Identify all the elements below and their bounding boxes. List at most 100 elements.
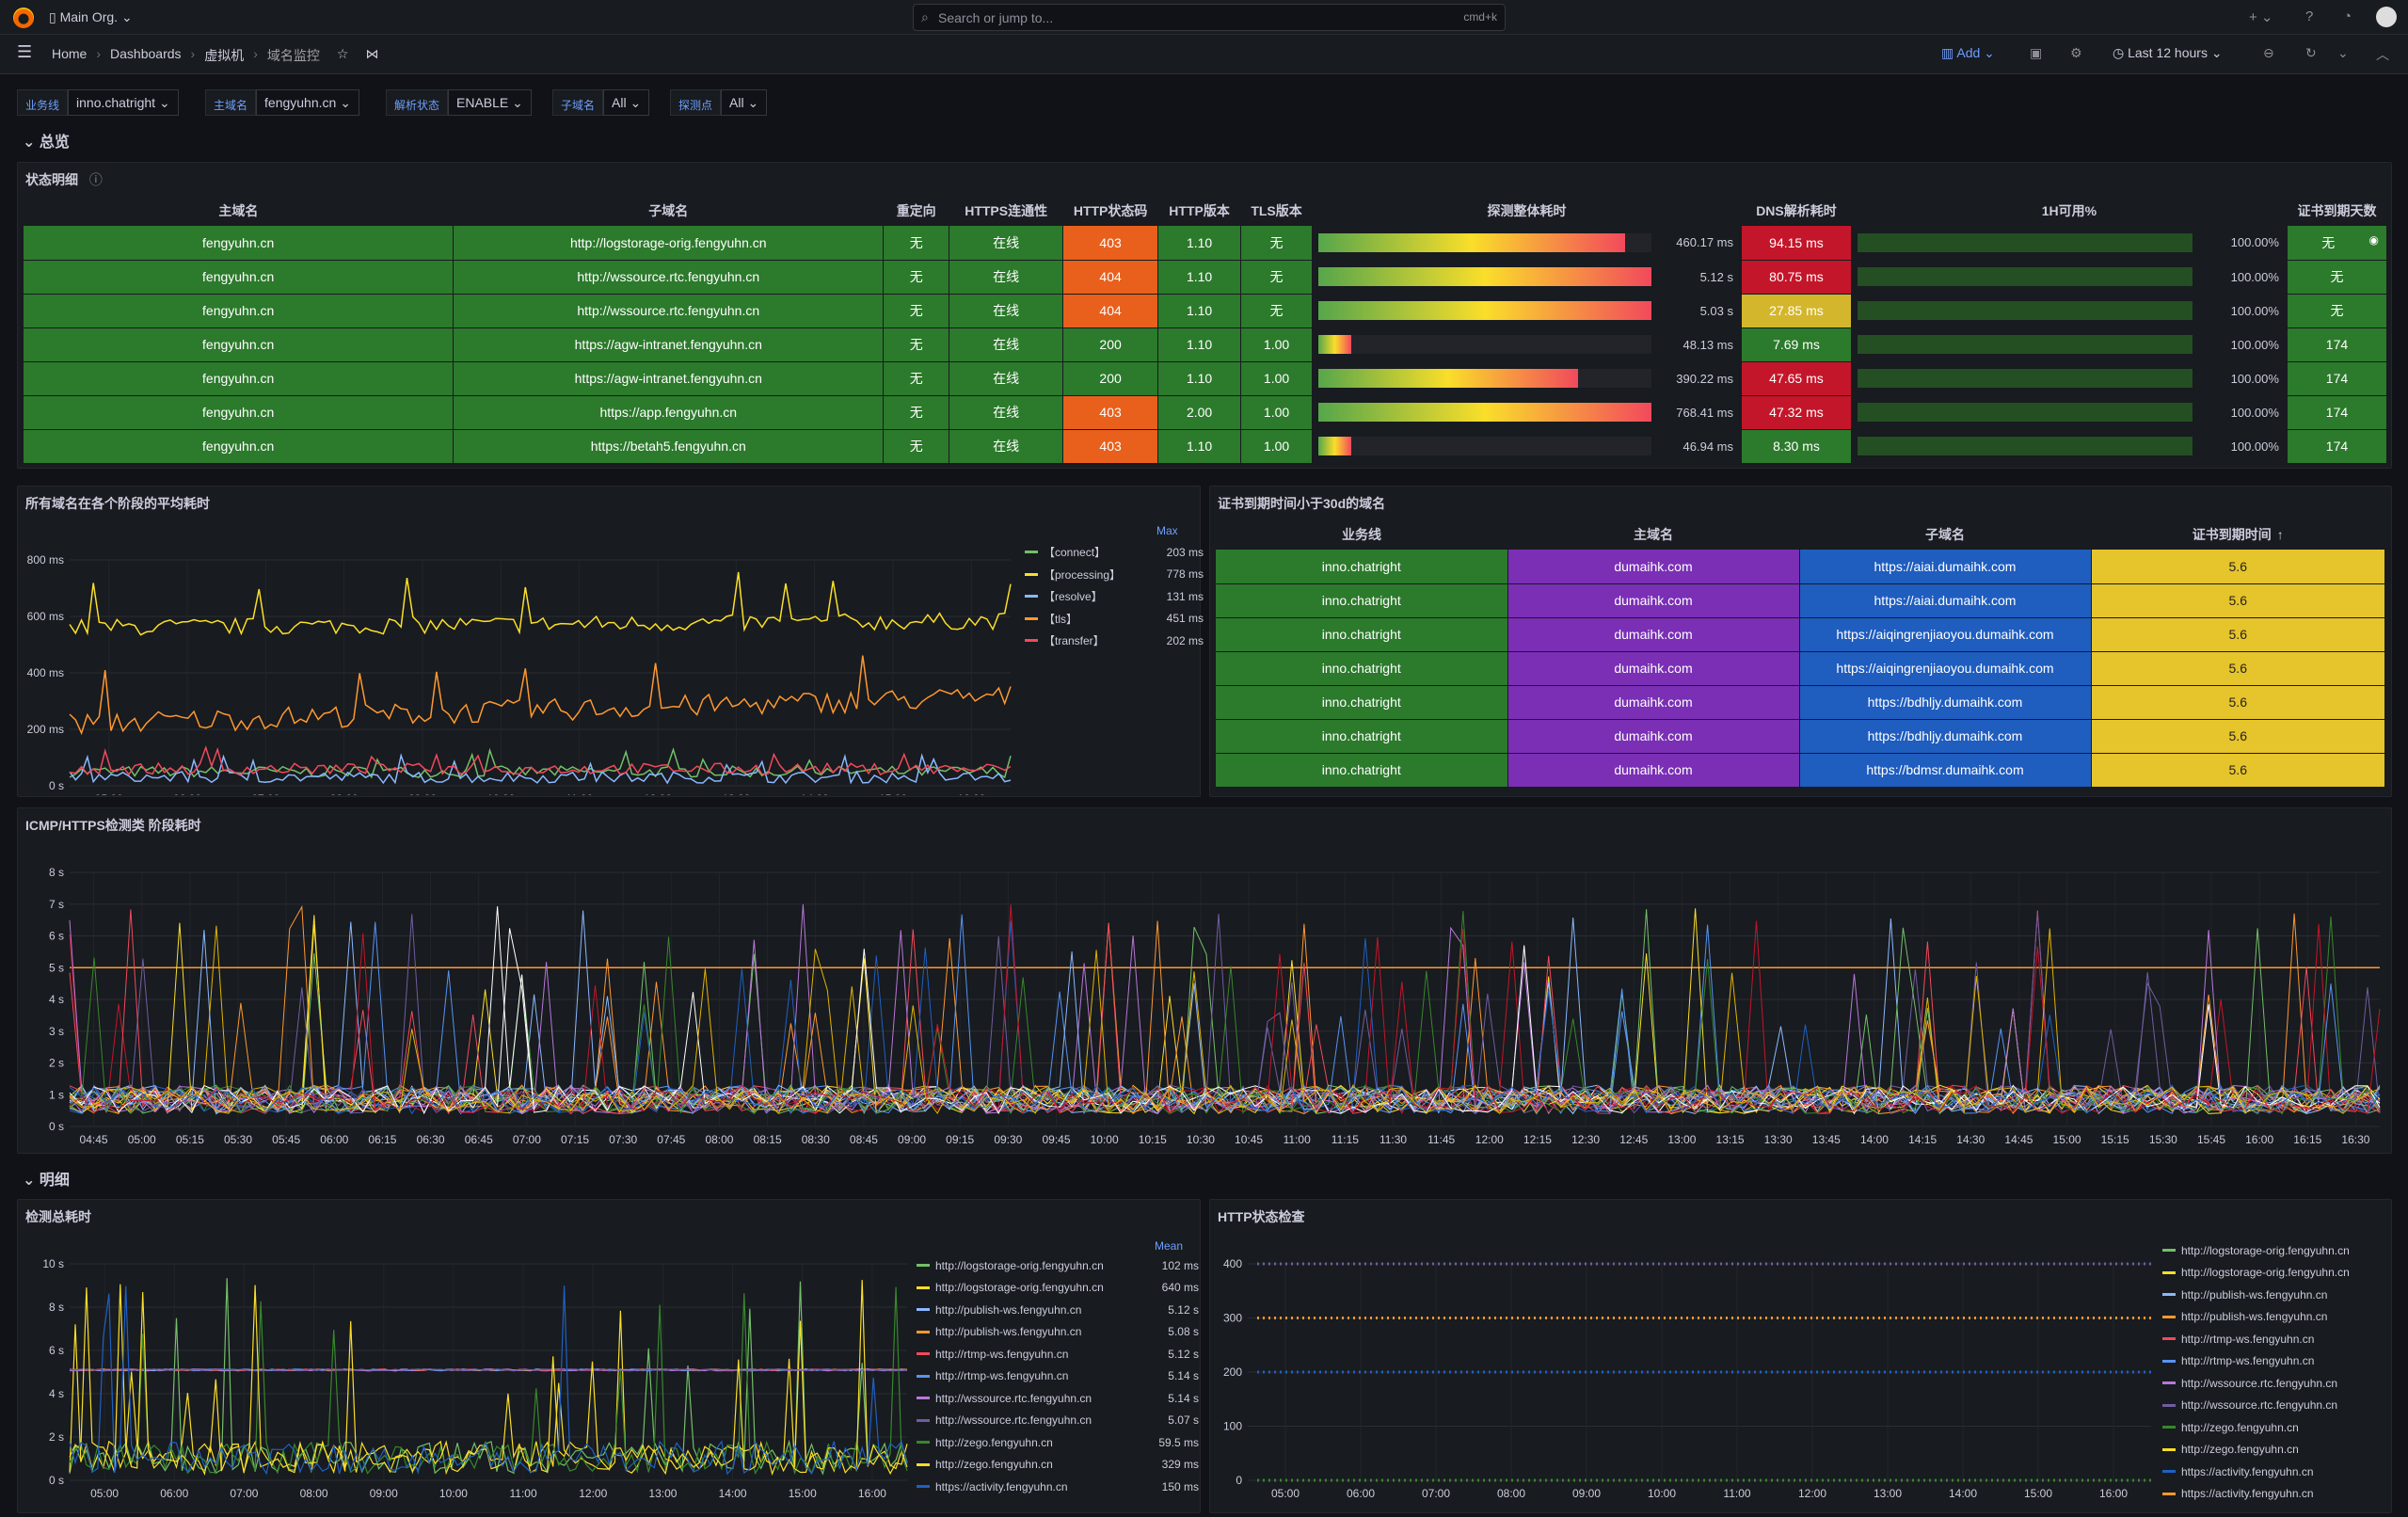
legend-item[interactable]: http://zego.fengyuhn.cn xyxy=(2162,1439,2388,1461)
var-business[interactable]: 业务线 inno.chatright ⌄ xyxy=(17,89,179,118)
add-button[interactable]: ▥ Add ⌄ xyxy=(1941,45,1995,60)
legend-item[interactable]: https://activity.fengyuhn.cn xyxy=(2162,1461,2388,1483)
column-header[interactable]: HTTP状态码 xyxy=(1073,203,1148,218)
crumb-dashboards[interactable]: Dashboards xyxy=(110,46,182,61)
http-status-chart[interactable]: 400 300 200 100 0 05:00 06:00 07:00 08:00 09:00 10… xyxy=(1210,1226,2156,1512)
x-tick-label: 13:15 xyxy=(1716,1133,1745,1146)
legend-item[interactable]: http://logstorage-orig.fengyuhn.cn 102 ms xyxy=(917,1254,1199,1277)
column-header[interactable]: 1H可用% xyxy=(2041,203,2097,218)
crumb-folder[interactable]: 虚拟机 xyxy=(204,48,245,63)
column-header[interactable]: TLS版本 xyxy=(1251,203,1302,218)
legend-item[interactable]: 【tls】 451 ms xyxy=(1025,608,1204,631)
legend-item[interactable]: http://logstorage-orig.fengyuhn.cn xyxy=(2162,1262,2388,1285)
refresh-interval-chevron-icon[interactable]: ⌄ xyxy=(2337,45,2349,60)
var-select[interactable]: All ⌄ xyxy=(721,89,768,116)
share-icon[interactable]: ⋈ xyxy=(365,46,379,61)
legend-item[interactable]: 【transfer】 202 ms xyxy=(1025,630,1204,652)
column-header[interactable]: 重定向 xyxy=(896,203,936,218)
settings-icon[interactable]: ⚙ xyxy=(2070,45,2082,60)
star-icon[interactable]: ☆ xyxy=(336,46,349,61)
legend-item[interactable]: http://wssource.rtc.fengyuhn.cn 5.07 s xyxy=(917,1410,1199,1432)
legend-item[interactable]: http://wssource.rtc.fengyuhn.cn xyxy=(2162,1395,2388,1417)
main-domain-cell: fengyuhn.cn xyxy=(24,429,454,464)
search-box[interactable]: ⌕ Search or jump to... cmd+k xyxy=(913,4,1506,31)
legend-label: http://rtmp-ws.fengyuhn.cn xyxy=(2181,1332,2315,1346)
legend-item[interactable]: http://rtmp-ws.fengyuhn.cn xyxy=(2162,1328,2388,1350)
x-tick-label: 12:30 xyxy=(1571,1133,1600,1146)
column-header[interactable]: 业务线 xyxy=(1342,527,1381,542)
avg-series-line xyxy=(69,753,1012,785)
legend-item[interactable]: http://wssource.rtc.fengyuhn.cn xyxy=(2162,1372,2388,1395)
x-tick-label: 07:00 xyxy=(1422,1487,1450,1500)
x-tick-label: 15:00 xyxy=(789,1487,817,1500)
legend-item[interactable]: http://publish-ws.fengyuhn.cn xyxy=(2162,1284,2388,1306)
subdomain-cell: https://bdhljy.dumaihk.com xyxy=(1799,719,2092,754)
org-switcher[interactable]: ▯ Main Org. ⌄ xyxy=(49,9,133,24)
x-tick-label: 05:00 xyxy=(90,1487,119,1500)
avg-stage-chart[interactable]: 800 ms 600 ms 400 ms 200 ms 0 s 05:00 06:00 07:… xyxy=(18,513,1015,795)
x-tick-label: 05:15 xyxy=(176,1133,204,1146)
column-header[interactable]: HTTPS连通性 xyxy=(965,203,1048,218)
save-icon[interactable]: ▣ xyxy=(2030,45,2043,60)
column-header[interactable]: 探测整体耗时 xyxy=(1487,203,1567,218)
y-tick-label: 0 s xyxy=(49,779,64,792)
legend-item[interactable]: http://publish-ws.fengyuhn.cn 5.12 s xyxy=(917,1299,1199,1321)
var-select[interactable]: fengyuhn.cn ⌄ xyxy=(256,89,359,116)
column-header[interactable]: 子域名 xyxy=(1925,527,1965,542)
legend-item[interactable]: http://zego.fengyuhn.cn 59.5 ms xyxy=(917,1431,1199,1454)
legend-item[interactable]: http://zego.fengyuhn.cn xyxy=(2162,1416,2388,1439)
var-main-domain[interactable]: 主域名 fengyuhn.cn ⌄ xyxy=(205,89,359,118)
var-select[interactable]: inno.chatright ⌄ xyxy=(68,89,179,116)
crumb-home[interactable]: Home xyxy=(52,46,88,61)
column-header[interactable]: 子域名 xyxy=(648,203,689,218)
legend-item[interactable]: http://rtmp-ws.fengyuhn.cn 5.12 s xyxy=(917,1343,1199,1365)
x-tick-label: 07:30 xyxy=(609,1133,637,1146)
legend-item[interactable]: http://wssource.rtc.fengyuhn.cn 5.14 s xyxy=(917,1387,1199,1410)
column-header[interactable]: HTTP版本 xyxy=(1169,203,1230,218)
var-select[interactable]: All ⌄ xyxy=(603,89,650,116)
legend-mean-header[interactable]: Mean xyxy=(1155,1239,1184,1253)
icmp-stage-chart[interactable]: 8 s 7 s 6 s 5 s 4 s 3 s 2 s 1 s 0 s 04:45 05:00 05:… xyxy=(18,835,2391,1153)
legend-item[interactable]: https://activity.fengyuhn.cn xyxy=(2162,1483,2388,1506)
column-header[interactable]: 主域名 xyxy=(218,203,259,218)
column-header[interactable]: 证书到期时间 ↑ xyxy=(2192,527,2284,542)
avatar[interactable] xyxy=(2376,7,2397,27)
subdomain-cell: https://betah5.fengyuhn.cn xyxy=(453,429,885,464)
legend-item[interactable]: http://logstorage-orig.fengyuhn.cn 640 ms xyxy=(917,1277,1199,1300)
column-header[interactable]: DNS解析耗时 xyxy=(1756,203,1837,218)
time-picker[interactable]: ◷ Last 12 hours ⌄ xyxy=(2113,45,2223,60)
legend-item[interactable]: http://logstorage-orig.fengyuhn.cn xyxy=(2162,1239,2388,1262)
grafana-logo-icon[interactable] xyxy=(13,8,34,28)
plus-icon[interactable]: + ⌄ xyxy=(2249,9,2273,25)
column-header[interactable]: 证书到期天数 xyxy=(2297,203,2377,218)
legend-item[interactable]: 【connect】 203 ms xyxy=(1025,541,1204,564)
menu-icon[interactable]: ☰ xyxy=(17,42,33,61)
column-header[interactable]: 主域名 xyxy=(1634,527,1673,542)
legend-item[interactable]: 【processing】 778 ms xyxy=(1025,564,1204,586)
eye-icon[interactable]: ◉ xyxy=(2368,232,2379,247)
var-probe[interactable]: 探测点 All ⌄ xyxy=(670,89,768,118)
tls-version-cell: 1.00 xyxy=(1240,361,1314,396)
legend-item[interactable]: http://zego.fengyuhn.cn 329 ms xyxy=(917,1454,1199,1477)
legend-item[interactable]: http://publish-ws.fengyuhn.cn 5.08 s xyxy=(917,1321,1199,1344)
var-subdomain[interactable]: 子域名 All ⌄ xyxy=(552,89,650,118)
legend-item[interactable]: https://activity.fengyuhn.cn 150 ms xyxy=(917,1476,1199,1498)
refresh-icon[interactable]: ↻ xyxy=(2305,45,2317,60)
collapse-icon[interactable]: ︿ xyxy=(2376,47,2389,62)
legend-item[interactable]: http://rtmp-ws.fengyuhn.cn 5.14 s xyxy=(917,1365,1199,1388)
legend-swatch xyxy=(1025,572,1038,576)
legend-item[interactable]: http://publish-ws.fengyuhn.cn xyxy=(2162,1306,2388,1329)
legend-max-header[interactable]: Max xyxy=(1156,524,1178,537)
var-resolve-status[interactable]: 解析状态 ENABLE ⌄ xyxy=(386,89,532,118)
help-icon[interactable]: ? xyxy=(2305,8,2314,24)
row-detail[interactable]: ⌄ 明细 xyxy=(23,1173,70,1189)
rss-icon[interactable]: ◔ xyxy=(2343,8,2352,24)
redirect-cell: 无 xyxy=(883,327,950,362)
var-select[interactable]: ENABLE ⌄ xyxy=(448,89,532,116)
row-overview[interactable]: ⌄ 总览 xyxy=(23,135,70,151)
total-duration-chart[interactable]: 10 s 8 s 6 s 4 s 2 s 0 s 05:00 06:00 07:00 08:00 0… xyxy=(18,1226,912,1512)
legend-item[interactable]: 【resolve】 131 ms xyxy=(1025,585,1204,608)
legend-item[interactable]: http://rtmp-ws.fengyuhn.cn xyxy=(2162,1350,2388,1373)
zoom-out-icon[interactable]: ⊖ xyxy=(2263,45,2274,60)
http-legend: http://logstorage-orig.fengyuhn.cn http:/… xyxy=(2162,1239,2388,1505)
